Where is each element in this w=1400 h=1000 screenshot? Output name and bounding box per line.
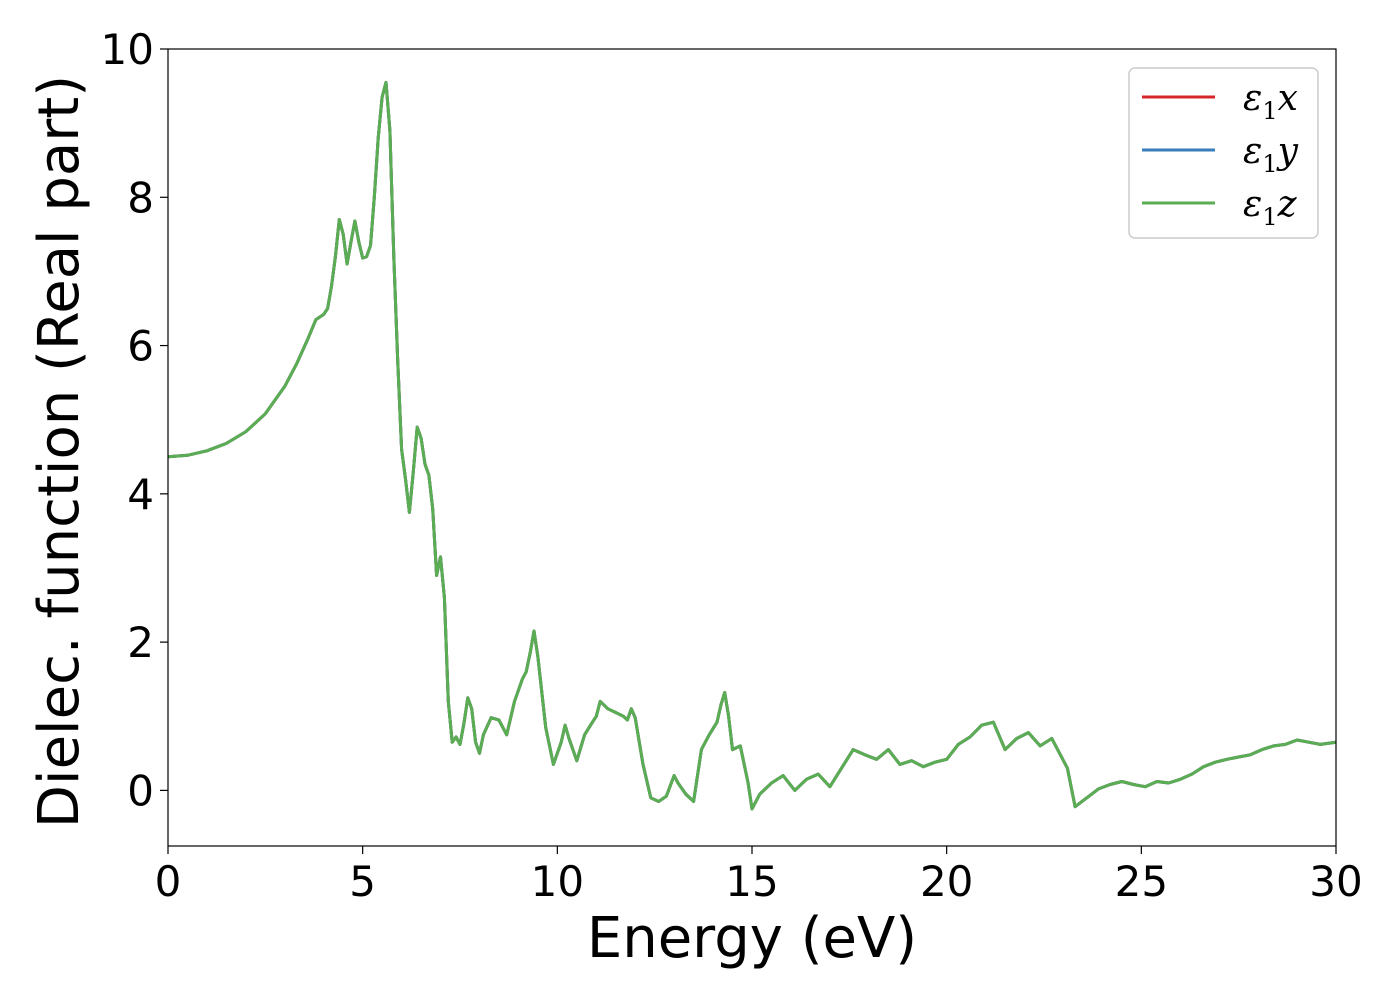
x-tick-label: 10 <box>531 857 584 906</box>
y-tick-label: 8 <box>127 173 154 222</box>
legend-subscript: 1 <box>1262 203 1277 231</box>
x-tick-label: 5 <box>349 857 376 906</box>
legend-label-z: ε1z <box>1243 184 1298 231</box>
y-tick-label: 4 <box>127 470 154 519</box>
x-tick-label: 20 <box>920 857 973 906</box>
legend-symbol: ε <box>1243 78 1262 119</box>
legend-axis: x <box>1278 78 1298 119</box>
x-tick-label: 30 <box>1309 857 1362 906</box>
legend-box <box>1128 67 1319 239</box>
legend-label-x: ε1x <box>1243 78 1298 125</box>
x-tick-label: 25 <box>1115 857 1168 906</box>
legend-label-y: ε1y <box>1243 131 1299 178</box>
x-axis-label: Energy (eV) <box>587 906 917 971</box>
y-tick-label: 6 <box>127 322 154 371</box>
y-tick-label: 2 <box>127 618 154 667</box>
series-layer <box>168 80 1336 811</box>
series-line-z <box>168 80 1336 811</box>
x-axis: 0 5 10 15 20 25 30 <box>155 846 1363 906</box>
y-axis: 0 2 4 6 8 10 <box>101 25 168 815</box>
y-tick-label: 10 <box>101 25 154 74</box>
legend-symbol: ε <box>1243 131 1262 172</box>
legend-axis: z <box>1277 184 1298 225</box>
legend-subscript: 1 <box>1262 97 1277 125</box>
x-tick-label: 0 <box>155 857 182 906</box>
legend-subscript: 1 <box>1262 150 1277 178</box>
legend-symbol: ε <box>1243 184 1262 225</box>
y-axis-label: Dielec. function (Real part) <box>27 75 92 828</box>
y-tick-label: 0 <box>127 766 154 815</box>
legend-axis: y <box>1276 131 1299 172</box>
x-tick-label: 15 <box>725 857 778 906</box>
